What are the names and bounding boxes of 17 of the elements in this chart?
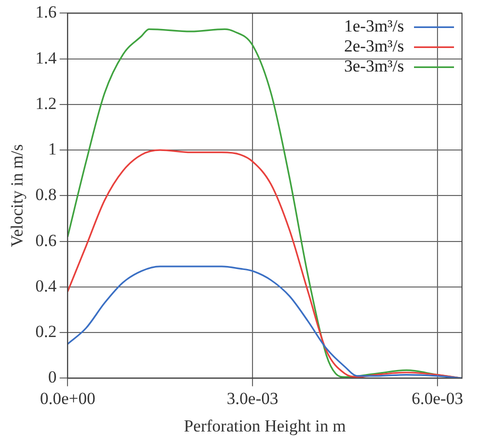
legend-label: 1e-3m³/s <box>344 16 404 36</box>
y-axis-title: Velocity in m/s <box>8 144 27 248</box>
y-tick-label: 1 <box>48 140 57 159</box>
y-tick-label: 0.8 <box>35 185 57 204</box>
y-tick-label: 1.6 <box>35 2 57 22</box>
y-tick-label: 0.2 <box>35 322 57 342</box>
x-axis-title: Perforation Height in m <box>184 416 346 436</box>
x-tick-label: 6.0e-03 <box>412 388 464 408</box>
y-tick-label: 0.4 <box>35 276 58 296</box>
legend-label: 3e-3m³/s <box>344 56 404 76</box>
x-tick-label: 3.0e-03 <box>226 388 278 408</box>
y-tick-label: 0 <box>48 368 57 387</box>
x-tick-label: 0.0e+00 <box>40 388 96 408</box>
y-tick-label: 1.4 <box>35 48 58 68</box>
y-tick-label: 1.2 <box>35 94 57 113</box>
y-tick-label: 0.6 <box>35 230 57 250</box>
legend-label: 2e-3m³/s <box>344 36 404 56</box>
